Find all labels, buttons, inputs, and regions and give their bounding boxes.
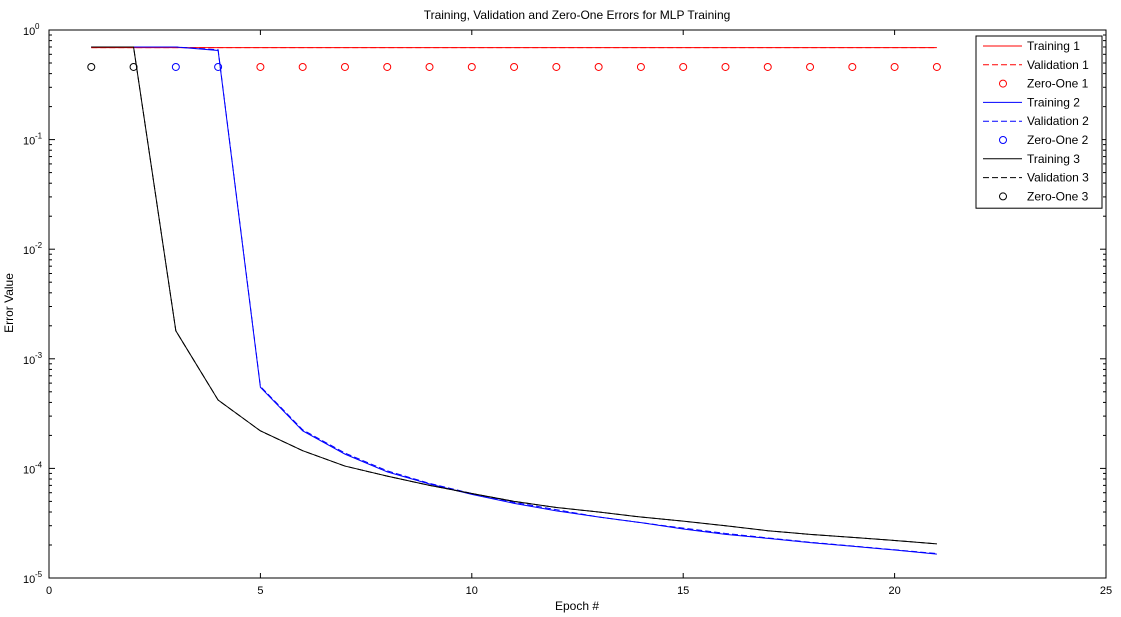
data-point-zero-one-1: [256, 62, 265, 71]
y-tick-exponent: -5: [35, 570, 43, 579]
legend: Training 1 Validation 1 Zero-One 1 Training…: [975, 35, 1103, 209]
legend-label: Zero-One 3: [1027, 189, 1089, 203]
y-axis-label: Error Value: [2, 273, 16, 333]
y-tick-exponent: -4: [35, 460, 43, 469]
data-point-zero-one-1: [636, 62, 645, 71]
legend-item: Training 3: [983, 152, 1080, 166]
y-tick-label: 10 -4: [23, 460, 43, 476]
legend-label: Zero-One 2: [1027, 133, 1089, 147]
legend-item: Zero-One 3: [999, 189, 1089, 203]
y-tick-label: 10 -5: [23, 570, 43, 586]
y-tick-exponent: -2: [35, 241, 43, 250]
legend-item: Zero-One 1: [999, 77, 1089, 91]
series-layer: [87, 46, 941, 555]
data-point-zero-one-1: [806, 62, 815, 71]
x-tick-label: 0: [46, 585, 52, 597]
y-tick-base: 10: [23, 355, 35, 367]
legend-item: Validation 1: [983, 58, 1089, 72]
legend-label: Validation 1: [1027, 58, 1089, 72]
data-point-zero-one-3: [129, 62, 138, 71]
data-point-zero-one-1: [594, 62, 603, 71]
data-point-zero-one-1: [467, 62, 476, 71]
series-line-validation-3: [91, 46, 937, 545]
legend-label: Validation 3: [1027, 171, 1089, 185]
y-tick-exponent: -1: [35, 132, 43, 141]
legend-label: Training 2: [1027, 95, 1080, 109]
legend-swatch-marker: [999, 136, 1007, 144]
y-tick-base: 10: [23, 464, 35, 476]
data-point-zero-one-1: [425, 62, 434, 71]
x-tick-label: 25: [1100, 585, 1112, 597]
data-point-zero-one-1: [890, 62, 899, 71]
data-point-zero-one-1: [763, 62, 772, 71]
y-tick-label: 10 -3: [23, 351, 43, 367]
legend-swatch-marker: [999, 79, 1007, 88]
legend-item: Validation 3: [983, 171, 1089, 185]
data-point-zero-one-3: [87, 62, 96, 71]
data-point-zero-one-1: [848, 62, 857, 71]
x-axis-label: Epoch #: [555, 599, 599, 613]
y-tick-label: 10 0: [23, 22, 40, 38]
data-point-zero-one-1: [510, 62, 519, 71]
series-line-validation-2: [91, 46, 937, 555]
y-tick-base: 10: [23, 136, 35, 148]
data-point-zero-one-1: [383, 62, 392, 71]
legend-label: Zero-One 1: [1027, 77, 1089, 91]
legend-item: Training 2: [983, 95, 1080, 109]
y-tick-label: 10 -2: [23, 241, 43, 257]
x-tick-label: 5: [257, 585, 263, 597]
legend-label: Training 3: [1027, 152, 1080, 166]
y-tick-base: 10: [23, 245, 35, 257]
y-tick-exponent: 0: [35, 22, 40, 31]
data-point-zero-one-1: [340, 62, 349, 71]
legend-item: Validation 2: [983, 114, 1089, 128]
legend-label: Training 1: [1027, 39, 1080, 53]
y-tick-base: 10: [23, 26, 35, 38]
legend-item: Training 1: [983, 39, 1080, 53]
data-point-zero-one-1: [552, 62, 561, 71]
legend-item: Zero-One 2: [999, 133, 1089, 147]
data-point-zero-one-1: [679, 62, 688, 71]
data-point-zero-one-2: [214, 62, 223, 71]
plot-frame: [48, 29, 1107, 579]
chart-title: Training, Validation and Zero-One Errors…: [424, 8, 731, 22]
x-tick-label: 15: [677, 585, 689, 597]
legend-label: Validation 2: [1027, 114, 1089, 128]
data-point-zero-one-1: [721, 62, 730, 71]
x-tick-label: 10: [466, 585, 478, 597]
y-tick-label: 10 -1: [23, 132, 43, 148]
y-tick-base: 10: [23, 574, 35, 586]
y-tick-exponent: -3: [35, 351, 43, 360]
data-point-zero-one-1: [932, 62, 941, 71]
legend-swatch-marker: [999, 192, 1007, 201]
x-tick-label: 20: [888, 585, 900, 597]
data-point-zero-one-1: [298, 62, 307, 71]
data-point-zero-one-2: [171, 62, 180, 71]
